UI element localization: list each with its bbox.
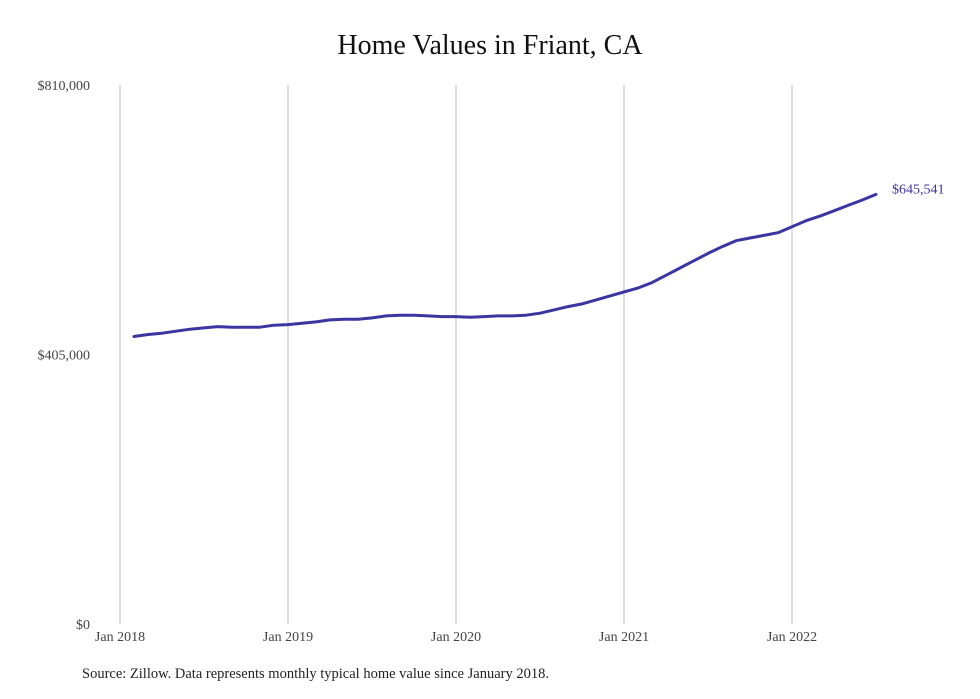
x-tick-label: Jan 2021 <box>599 630 649 645</box>
y-tick-label: $810,000 <box>38 79 91 94</box>
end-value-label: $645,541 <box>892 182 945 197</box>
x-tick-label: Jan 2018 <box>95 630 145 645</box>
grid-layer <box>119 85 793 624</box>
series-line <box>132 192 878 338</box>
y-tick-label: $0 <box>76 618 90 633</box>
x-axis: Jan 2018 Jan 2019 Jan 2020 Jan 2021 Jan 2022 <box>95 630 817 645</box>
y-axis: $0 $405,000 $810,000 <box>38 79 91 633</box>
y-tick-label: $405,000 <box>38 349 91 364</box>
x-tick-label: Jan 2019 <box>263 630 313 645</box>
x-tick-label: Jan 2022 <box>767 630 817 645</box>
x-tick-label: Jan 2020 <box>431 630 481 645</box>
series-layer: $645,541 <box>132 182 945 338</box>
chart-title: Home Values in Friant, CA <box>337 30 643 61</box>
source-note: Source: Zillow. Data represents monthly … <box>82 666 549 682</box>
